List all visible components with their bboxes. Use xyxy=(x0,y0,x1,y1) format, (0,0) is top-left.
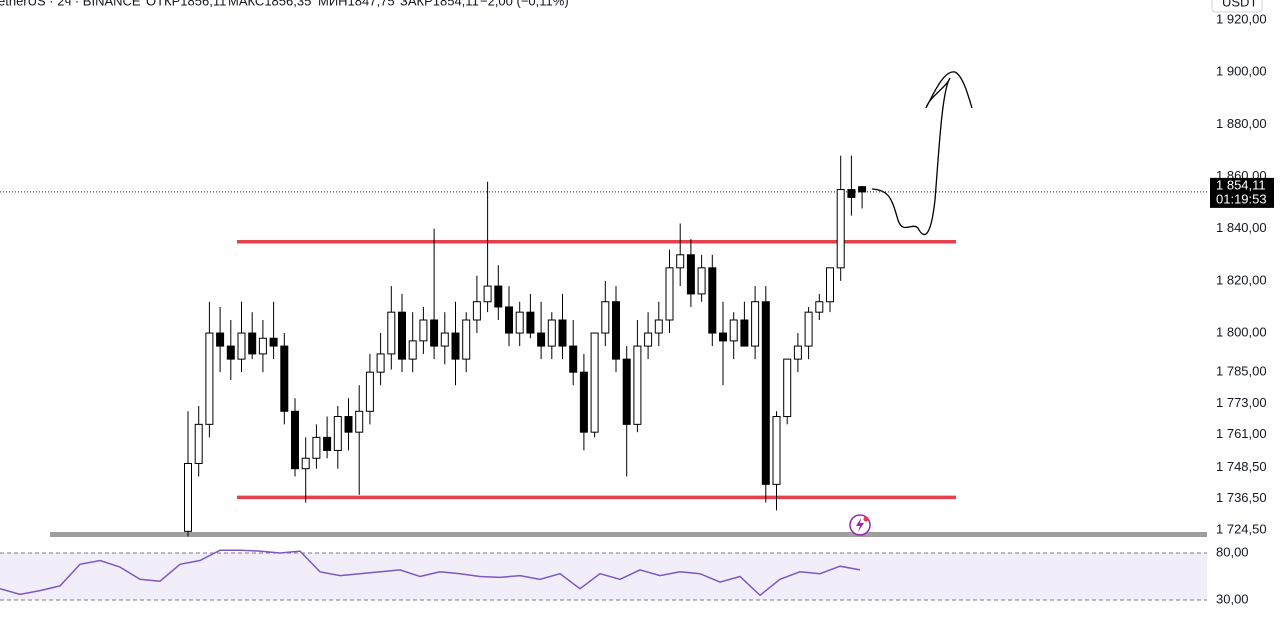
candle-body xyxy=(676,254,685,269)
y-tick-label: 1 785,00 xyxy=(1216,364,1267,379)
candle-body xyxy=(558,319,567,347)
y-tick-label: 1 773,00 xyxy=(1216,395,1267,410)
candle-body xyxy=(291,410,299,470)
y-tick-label: 1 724,50 xyxy=(1216,521,1267,536)
candle-body xyxy=(333,416,342,451)
candle-body xyxy=(280,345,289,412)
candle-body xyxy=(836,189,845,269)
candle-body xyxy=(772,416,781,485)
candle-body xyxy=(398,311,406,360)
header: etherUS · 2ч · BINANCE ОТКР1856,11 МАКС1… xyxy=(0,0,569,8)
y-tick-label: 1 900,00 xyxy=(1216,64,1267,79)
hand-drawn-arrow xyxy=(871,71,973,236)
candle-body xyxy=(804,311,813,347)
open-label: ОТКР1856,11 xyxy=(146,0,226,8)
candle-body xyxy=(815,301,824,313)
candle-body xyxy=(472,301,481,321)
candle-body xyxy=(826,267,834,303)
rsi-line xyxy=(0,549,861,597)
candle-body xyxy=(729,319,738,342)
y-tick-label: 1 761,00 xyxy=(1216,426,1267,441)
y-tick-label: 1 736,50 xyxy=(1216,490,1267,505)
change-label: −2,00 (−0,11%) xyxy=(480,0,569,8)
candle-body xyxy=(440,332,449,347)
event-icon-bolt xyxy=(856,518,864,532)
rsi-tick-label: 80,00 xyxy=(1216,544,1249,559)
candle-body xyxy=(248,332,257,355)
candle-body xyxy=(323,436,332,451)
candle-body xyxy=(526,311,535,334)
candle-body xyxy=(483,285,492,303)
y-tick-label: 1 800,00 xyxy=(1216,324,1267,339)
candle-body xyxy=(355,410,364,433)
candle-body xyxy=(719,332,727,342)
candle-body xyxy=(216,332,225,347)
candle-body xyxy=(408,340,417,360)
candle-body xyxy=(494,285,503,308)
y-tick-label: 1 920,00 xyxy=(1216,11,1267,26)
candle-body xyxy=(858,186,867,193)
candle-body xyxy=(697,267,706,295)
candle-body xyxy=(654,319,663,334)
candle-body xyxy=(205,332,214,425)
countdown: 01:19:53 xyxy=(1216,191,1267,206)
low-label: МИН1847,75 xyxy=(318,0,395,8)
candle-body xyxy=(237,332,246,360)
y-tick-label: 1 840,00 xyxy=(1216,220,1267,235)
separator xyxy=(50,532,1207,537)
candle-body xyxy=(590,332,599,433)
candle-body xyxy=(226,345,235,360)
candle-body xyxy=(301,457,310,470)
currency: USDT xyxy=(1222,0,1257,9)
candle-body xyxy=(312,436,321,459)
candle-body xyxy=(194,423,203,464)
candle-body xyxy=(505,306,513,334)
rsi-band xyxy=(0,553,1207,600)
candle-body xyxy=(761,301,770,485)
candle-body xyxy=(376,353,385,373)
candle-body xyxy=(515,311,524,334)
candle-body xyxy=(569,345,578,373)
candle-body xyxy=(740,319,749,347)
candle-body xyxy=(547,319,556,347)
currency-box[interactable] xyxy=(1211,0,1263,13)
candle-body xyxy=(644,332,653,347)
candle-body xyxy=(612,301,620,360)
candle-body xyxy=(258,337,267,355)
candle-body xyxy=(430,319,439,347)
candle-body xyxy=(537,332,546,347)
candle-body xyxy=(365,371,374,412)
candle-body xyxy=(686,254,695,295)
y-tick-label: 1 880,00 xyxy=(1216,116,1267,131)
candle-body xyxy=(622,358,631,425)
candle-body xyxy=(633,345,642,425)
rsi-tick-label: 30,00 xyxy=(1216,591,1249,606)
candle-body xyxy=(601,301,610,334)
event-dot xyxy=(863,516,869,522)
candle-body xyxy=(451,332,460,360)
candle-body xyxy=(751,301,760,347)
high-label: МАКС1856,35 xyxy=(228,0,311,8)
candle-body xyxy=(847,189,856,198)
symbol: etherUS · 2ч · BINANCE xyxy=(0,0,141,8)
candle-body xyxy=(269,337,278,347)
candle-body xyxy=(419,319,428,342)
candle-body xyxy=(708,267,717,334)
candle-body xyxy=(579,371,588,433)
candle-body xyxy=(344,416,353,433)
candle-body xyxy=(184,462,192,532)
last-price-label: 1 854,11 xyxy=(1216,177,1266,192)
price-axis xyxy=(1207,0,1280,638)
candle-body xyxy=(783,358,792,418)
y-tick-label: 1 748,50 xyxy=(1216,459,1267,474)
candle-body xyxy=(665,267,674,321)
last-price-box xyxy=(1210,177,1274,208)
close-label: ЗАКР1854,11 xyxy=(400,0,479,8)
candle-body xyxy=(462,319,471,360)
y-tick-label: 1 820,00 xyxy=(1216,272,1267,287)
candle-body xyxy=(793,345,802,360)
candle-body xyxy=(387,311,396,355)
